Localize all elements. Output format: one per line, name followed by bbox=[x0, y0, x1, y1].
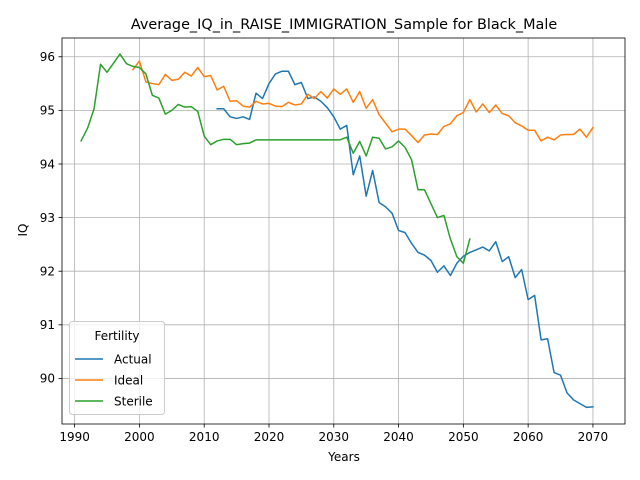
legend-label-ideal: Ideal bbox=[114, 373, 143, 387]
y-tick-label: 94 bbox=[40, 157, 55, 171]
x-axis: 1990 2000 2010 2020 2030 2040 2050 2060 2070 bbox=[59, 424, 608, 444]
y-tick-label: 95 bbox=[40, 104, 55, 118]
series-lines bbox=[80, 53, 594, 409]
x-axis-label: Years bbox=[327, 450, 360, 464]
legend-box bbox=[69, 321, 165, 415]
legend: Fertility Actual Ideal Sterile bbox=[69, 321, 165, 415]
y-axis-label: IQ bbox=[16, 224, 30, 237]
x-tick-label: 2070 bbox=[578, 430, 609, 444]
y-tick-label: 91 bbox=[40, 318, 55, 332]
y-tick-label: 90 bbox=[40, 372, 55, 386]
plot-frame bbox=[61, 37, 626, 425]
series-line-actual bbox=[216, 70, 594, 409]
x-tick-label: 2050 bbox=[448, 430, 479, 444]
x-tick-label: 2060 bbox=[513, 430, 544, 444]
legend-title: Fertility bbox=[94, 329, 139, 343]
x-tick-label: 2030 bbox=[319, 430, 350, 444]
series-line-sterile bbox=[80, 53, 471, 264]
x-tick-label: 2040 bbox=[383, 430, 414, 444]
y-tick-label: 93 bbox=[40, 211, 55, 225]
x-tick-label: 2020 bbox=[254, 430, 285, 444]
y-axis: 90 91 92 93 94 95 96 bbox=[40, 50, 62, 386]
y-tick-label: 96 bbox=[40, 50, 55, 64]
x-tick-label: 2010 bbox=[189, 430, 220, 444]
y-tick-label: 92 bbox=[40, 265, 55, 279]
legend-label-sterile: Sterile bbox=[114, 394, 153, 408]
grid-lines bbox=[62, 38, 625, 424]
x-tick-label: 1990 bbox=[59, 430, 90, 444]
legend-label-actual: Actual bbox=[114, 352, 152, 366]
series-line-ideal bbox=[131, 60, 594, 144]
chart-title: Average_IQ_in_RAISE_IMMIGRATION_Sample f… bbox=[131, 17, 557, 33]
x-tick-label: 2000 bbox=[124, 430, 155, 444]
